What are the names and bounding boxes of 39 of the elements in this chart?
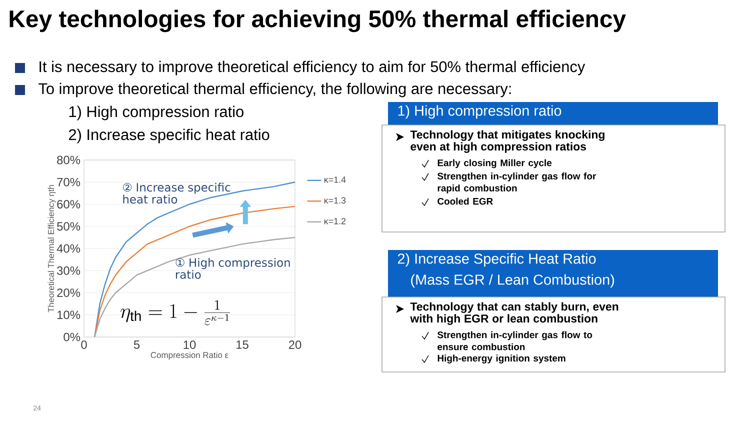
text: 1) High compression ratio xyxy=(69,106,244,120)
annotation: ② Increase specific heat ratio xyxy=(123,182,230,204)
y-tick-label: 0% xyxy=(64,332,80,342)
line-series xyxy=(94,206,296,338)
x-tick-label: 5 xyxy=(134,340,140,349)
x-tick-label: 20 xyxy=(288,340,302,349)
text: To improve theoretical thermal efficiency, the following are necessary: xyxy=(38,82,511,98)
text: Early closing Miller cycle xyxy=(438,159,552,168)
legend-label: κ=1.4 xyxy=(324,176,346,183)
legend-label: κ=1.2 xyxy=(324,218,346,224)
text: 2) Increase Specific Heat Ratio xyxy=(398,253,596,267)
legend-label: κ=1.3 xyxy=(324,197,346,204)
y-tick-label: 30% xyxy=(57,266,80,275)
x-tick-label: 15 xyxy=(236,340,248,349)
x-axis-title: Compression Ratio ε xyxy=(150,352,228,360)
text: Cooled EGR xyxy=(438,198,493,205)
text: Technology that mitigates knocking even at high compression ratios xyxy=(410,130,604,153)
x-tick-label: 10 xyxy=(184,340,196,349)
annotation: ① High compression ratio xyxy=(176,258,290,279)
text: (Mass EGR / Lean Combustion) xyxy=(411,274,614,288)
y-tick-label: 60% xyxy=(57,200,80,208)
text: 2) Increase specific heat ratio xyxy=(68,128,270,144)
text: 1) High compression ratio xyxy=(398,105,562,119)
y-tick-label: 40% xyxy=(56,244,80,253)
text: High-energy ignition system xyxy=(438,354,566,364)
y-tick-label: 20% xyxy=(57,288,80,297)
text: Technology that can stably burn, even with high EGR or lean combustion xyxy=(410,302,618,325)
annotation: $\eta_{\mathrm{th}} = 1 - \frac{1}{\varepsilon^{\kappa-1}}$ xyxy=(120,300,230,326)
y-tick-label: 70% xyxy=(57,178,80,186)
y-tick-label: 10% xyxy=(57,310,80,320)
y-tick-label: 50% xyxy=(57,222,80,231)
x-tick-label: 0 xyxy=(81,340,87,349)
line-series xyxy=(94,182,296,338)
text: Strengthen in-cylinder gas flow for rapid combustion xyxy=(437,172,596,194)
text: It is necessary to improve theoretical efficiency to aim for 50% thermal efficiency xyxy=(40,60,586,76)
y-axis-title: Theoretical Thermal Efficiency ηth xyxy=(48,185,56,312)
text: Key technologies for achieving 50% thermal efficiency xyxy=(10,10,626,32)
y-tick-label: 80% xyxy=(57,156,80,164)
text: Strengthen in-cylinder gas flow to ensure combustion xyxy=(437,331,592,350)
